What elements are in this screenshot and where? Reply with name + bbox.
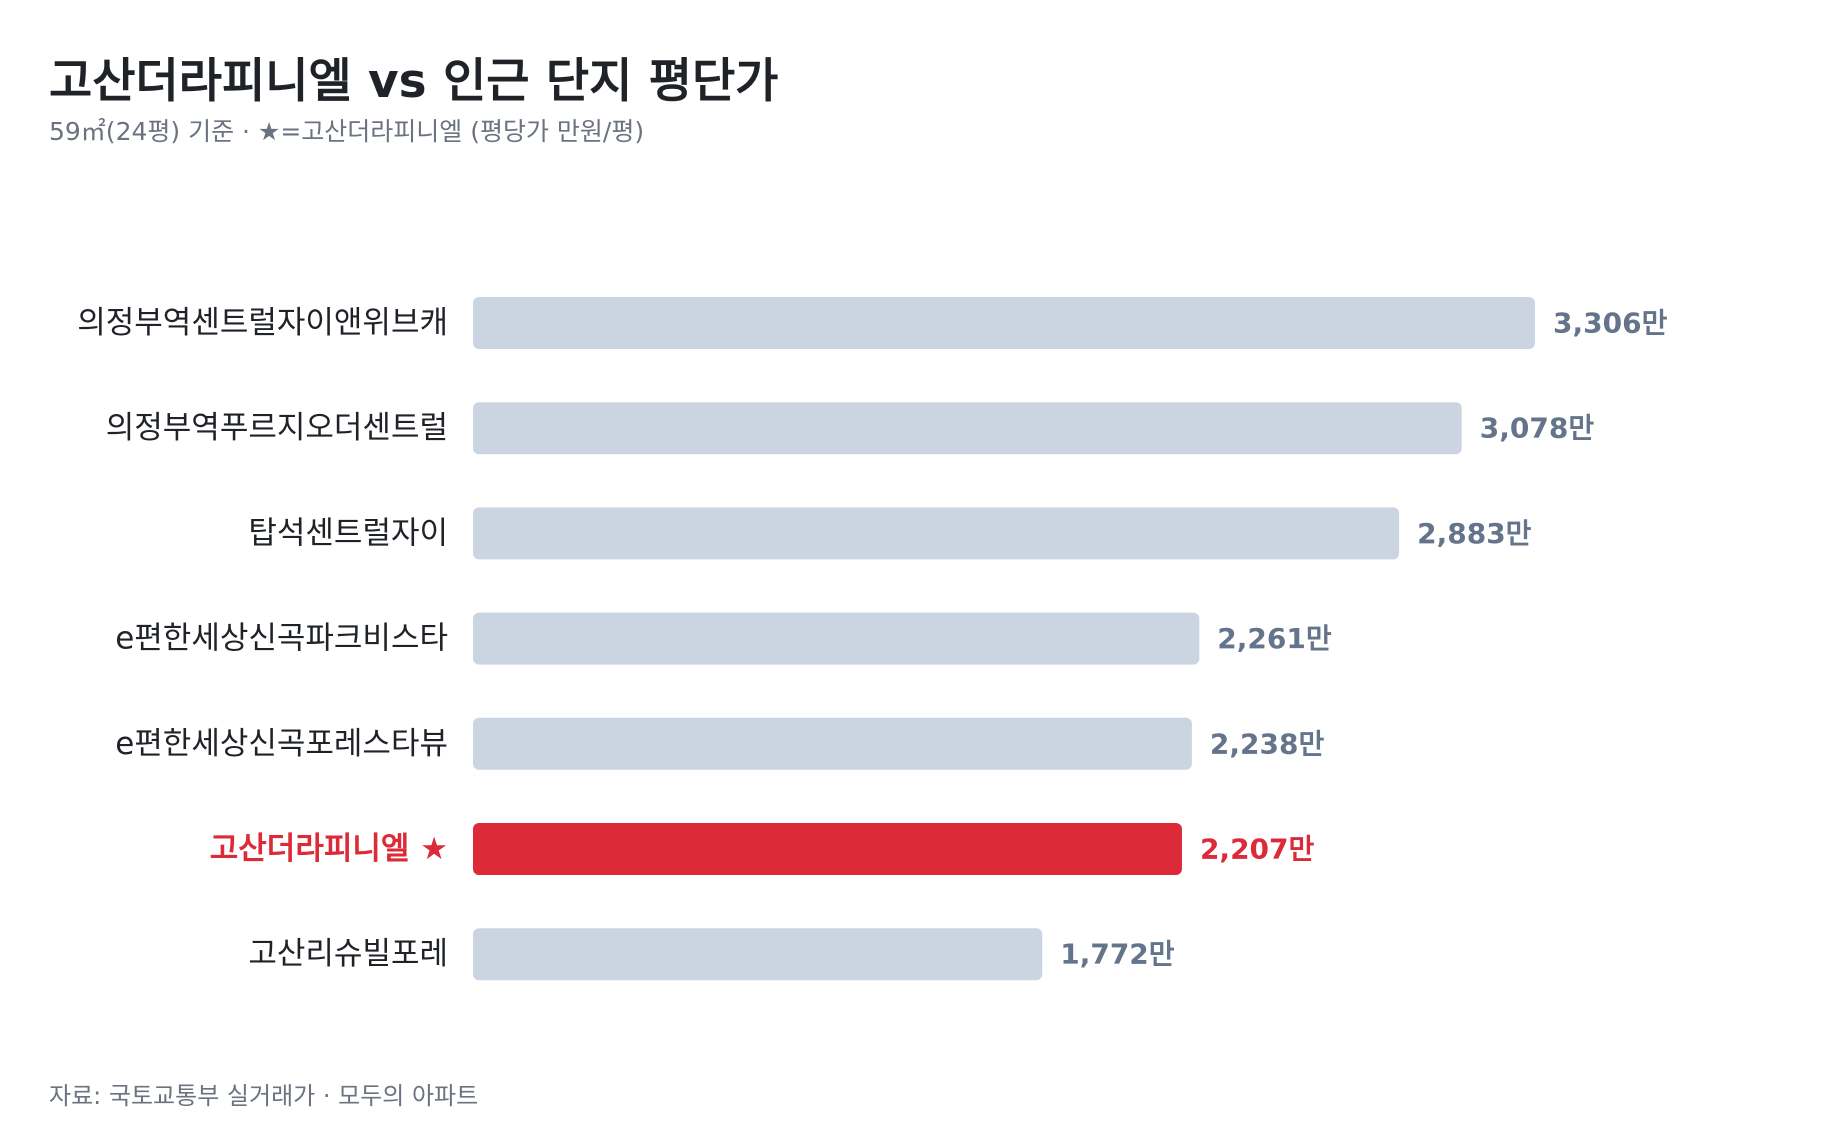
category-label: 고산더라피니엘 ★ (210, 831, 448, 867)
value-label: 2,883만 (1417, 517, 1532, 550)
value-label: 3,306만 (1553, 307, 1668, 340)
bar (473, 612, 1200, 665)
bar (473, 507, 1400, 560)
category-label: 의정부역푸르지오더센트럴 (106, 410, 448, 446)
bar (473, 717, 1192, 770)
chart-title: 고산더라피니엘 vs 인근 단지 평단가 (49, 54, 779, 109)
chart-subtitle: 59㎡(24평) 기준 · ★=고산더라피니엘 (평당가 만원/평) (49, 117, 645, 146)
bar-highlight (473, 823, 1182, 875)
category-label: e편한세상신곡포레스타뷰 (115, 726, 448, 762)
value-label: 1,772만 (1060, 938, 1175, 971)
value-label: 2,207만 (1200, 833, 1315, 866)
category-label: e편한세상신곡파크비스타 (115, 621, 448, 657)
category-label: 고산리슈빌포레 (248, 936, 448, 972)
source-note: 자료: 국토교통부 실거래가 · 모두의 아파트 (49, 1082, 479, 1110)
value-label: 2,261만 (1217, 622, 1332, 655)
bar (473, 297, 1535, 349)
category-label: 의정부역센트럴자이앤위브캐 (77, 305, 448, 341)
bar (473, 928, 1043, 981)
value-label: 3,078만 (1480, 412, 1595, 445)
category-label: 탑석센트럴자이 (248, 515, 448, 551)
value-label: 2,238만 (1210, 727, 1325, 760)
bar (473, 402, 1462, 455)
